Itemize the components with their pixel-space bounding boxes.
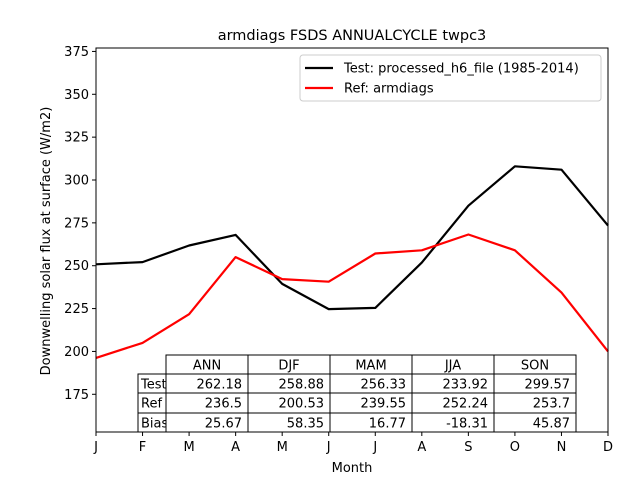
y-axis-ticks: 175 200 225 250 275 300 325 350 375 — [64, 45, 96, 403]
y-tick-label: 325 — [64, 131, 89, 146]
legend-ref-label: Ref: armdiags — [344, 82, 434, 97]
table-row-label: Test — [140, 378, 167, 393]
table-column-header: ANN — [193, 359, 221, 374]
chart-title: armdiags FSDS ANNUALCYCLE twpc3 — [218, 28, 487, 44]
y-tick-label: 200 — [64, 345, 89, 360]
table-cell-value: 258.88 — [279, 378, 325, 393]
y-axis-label: Downwelling solar flux at surface (W/m2) — [39, 107, 54, 376]
x-tick-label: J — [326, 440, 331, 455]
table-cell-value: 253.7 — [533, 397, 570, 412]
table-cell-value: 239.55 — [361, 397, 407, 412]
table-cell-value: 25.67 — [205, 417, 242, 432]
legend-test-label: Test: processed_h6_file (1985-2014) — [343, 62, 579, 77]
stats-table: ANN DJF MAM JJA SON Test 262.18 258.88 256.33 233… — [137, 354, 577, 433]
table-cell-value: 256.33 — [361, 378, 407, 393]
x-tick-label: D — [603, 440, 613, 455]
table-cell-value: 252.24 — [443, 397, 489, 412]
table-cell-value: 16.77 — [369, 417, 406, 432]
legend-box — [299, 54, 602, 102]
y-tick-label: 225 — [64, 302, 89, 317]
x-tick-label: J — [93, 440, 98, 455]
table-cell-value: 299.57 — [525, 378, 571, 393]
y-tick-label: 300 — [64, 174, 89, 189]
x-tick-label: O — [510, 440, 520, 455]
y-tick-label: 275 — [64, 216, 89, 231]
test-series-line — [95, 165, 609, 311]
table-row-label: Ref — [141, 397, 162, 412]
x-tick-label: A — [231, 440, 240, 455]
table-column-header: MAM — [355, 359, 386, 374]
table-cell-value: 58.35 — [287, 417, 324, 432]
x-tick-label: A — [417, 440, 426, 455]
x-tick-label: M — [277, 440, 288, 455]
x-tick-label: S — [464, 440, 472, 455]
table-cell-value: 200.53 — [279, 397, 325, 412]
ref-series-line — [95, 233, 609, 359]
x-tick-label: J — [372, 440, 377, 455]
x-tick-label: M — [183, 440, 194, 455]
table-column-header: SON — [521, 359, 549, 374]
table-cell-value: -18.31 — [446, 417, 488, 432]
x-axis-label: Month — [332, 461, 373, 476]
table-row-label: Bias — [141, 417, 168, 432]
table-cell-value: 262.18 — [197, 378, 243, 393]
legend: Test: processed_h6_file (1985-2014) Ref: … — [299, 54, 602, 102]
x-tick-label: N — [557, 440, 567, 455]
table-cell-value: 233.92 — [443, 378, 489, 393]
y-tick-label: 350 — [64, 88, 89, 103]
y-tick-label: 375 — [64, 45, 89, 60]
table-cell-value: 45.87 — [533, 417, 570, 432]
series-lines — [95, 165, 609, 359]
y-tick-label: 175 — [64, 388, 89, 403]
x-tick-label: F — [139, 440, 146, 455]
table-cell-value: 236.5 — [205, 397, 242, 412]
y-tick-label: 250 — [64, 259, 89, 274]
table-column-header: JJA — [444, 359, 461, 374]
table-column-header: DJF — [278, 359, 299, 374]
plot-frame — [95, 47, 609, 433]
